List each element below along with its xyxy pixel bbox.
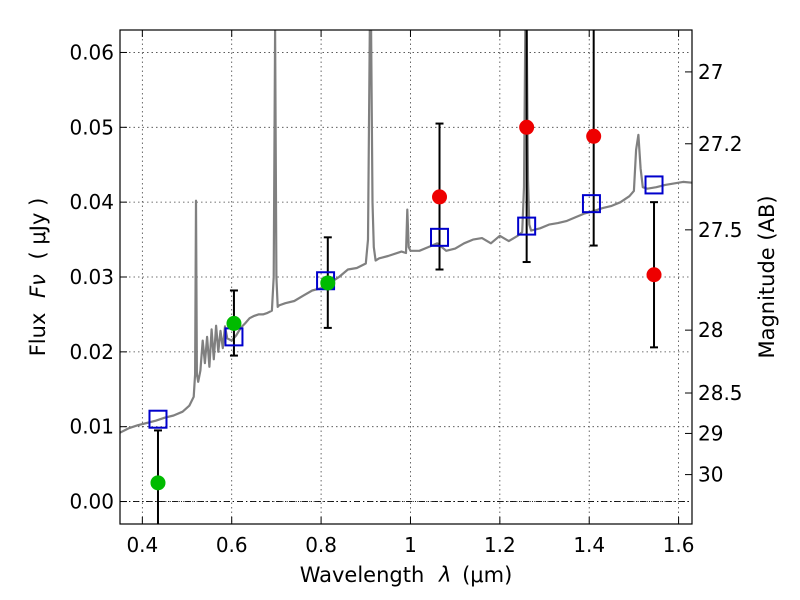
x-tick-label: 1.4: [573, 533, 605, 557]
model-square-marker: [517, 216, 537, 236]
y2-tick-label: 28.5: [698, 381, 743, 405]
observed-point-marker: [432, 189, 448, 205]
y2-tick-label: 27.2: [698, 132, 743, 156]
y-axis-label: Flux Fν ( μJy ): [26, 198, 50, 357]
x-tick-label: 1.6: [663, 533, 695, 557]
model-square-marker: [581, 194, 601, 214]
observed-point-marker: [320, 275, 336, 291]
x-tick-label: 0.8: [305, 533, 337, 557]
y-tick-label: 0.06: [69, 40, 114, 64]
y-tick-label: 0.01: [69, 415, 114, 439]
ticks: 0.4 0.6 0.8 1 1.2 1.4 1.6 0.00 0.01 0.02 0.03 0.04 0…: [69, 30, 743, 557]
model-square-marker: [644, 175, 664, 195]
x-tick-label: 1.2: [484, 533, 516, 557]
x-axis-label: Wavelength λ (μm): [300, 563, 513, 587]
x-tick-label: 0.6: [216, 533, 248, 557]
y2-tick-label: 27.5: [698, 218, 743, 242]
plot-area: [120, 30, 692, 434]
x-tick-label: 0.4: [126, 533, 158, 557]
model-square-marker: [148, 409, 168, 429]
y2-tick-label: 27: [698, 60, 723, 84]
markers: [148, 30, 664, 524]
y2-tick-label: 28: [698, 318, 723, 342]
y2-axis-label: Magnitude (AB): [755, 195, 779, 358]
y-tick-label: 0.00: [69, 490, 114, 514]
y-tick-label: 0.03: [69, 265, 114, 289]
spectrum-line: [120, 30, 692, 434]
observed-point-marker: [586, 128, 602, 144]
y-tick-label: 0.02: [69, 340, 114, 364]
y2-tick-label: 30: [698, 463, 723, 487]
x-tick-label: 1: [404, 533, 417, 557]
y-tick-label: 0.04: [69, 190, 114, 214]
model-square-marker: [430, 227, 450, 247]
observed-point-marker: [519, 119, 535, 135]
y2-tick-label: 29: [698, 421, 723, 445]
observed-point-marker: [646, 267, 662, 283]
observed-point-marker: [150, 475, 166, 491]
observed-point-marker: [226, 315, 242, 331]
y-tick-label: 0.05: [69, 115, 114, 139]
